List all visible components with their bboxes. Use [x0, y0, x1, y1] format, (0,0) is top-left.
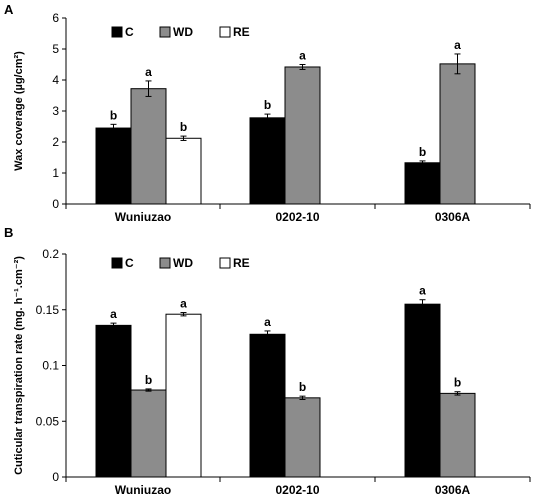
significance-label: b [180, 120, 187, 134]
significance-label: b [454, 376, 461, 390]
significance-label: a [299, 49, 306, 63]
legend-swatch [111, 257, 123, 269]
x-tick-label: Wuniuzao [115, 210, 171, 224]
bar [284, 397, 321, 478]
x-tick-label: 0306A [435, 210, 471, 224]
bar [404, 162, 441, 205]
y-axis-label: Cuticular transpiration rate (mg. h⁻¹.cm… [13, 256, 25, 475]
bar [95, 127, 132, 205]
bar [284, 66, 321, 205]
significance-label: b [145, 373, 152, 387]
x-tick-label: 0306A [435, 483, 471, 497]
y-tick-label: 0.05 [36, 414, 60, 428]
legend-swatch [111, 26, 123, 38]
significance-label: b [264, 98, 271, 112]
y-tick-label: 5 [52, 42, 59, 56]
bar [404, 303, 441, 478]
significance-label: b [299, 380, 306, 394]
x-tick-label: Wuniuzao [115, 483, 171, 497]
legend-swatch [159, 26, 171, 38]
y-axis-label: Wax coverage (µg/cm²) [13, 51, 25, 171]
x-tick-label: 0202-10 [275, 483, 319, 497]
legend-label: C [125, 25, 134, 39]
chart-panel-a: A Wax coverage (µg/cm²) 0 1 2 3 4 5 6 Wuniuzao 020… [4, 2, 531, 224]
x-tick-label: 0202-10 [275, 210, 319, 224]
significance-label: a [419, 284, 426, 298]
y-tick-label: 0.1 [42, 359, 59, 373]
y-tick-label: 6 [52, 11, 59, 25]
legend-label: C [125, 256, 134, 270]
bar [130, 389, 167, 478]
y-tick-label: 0 [52, 197, 59, 211]
y-tick-label: 4 [52, 73, 59, 87]
bar [95, 324, 132, 478]
significance-label: b [419, 145, 426, 159]
significance-label: a [454, 38, 461, 52]
significance-label: a [264, 315, 271, 329]
legend-label: WD [173, 256, 193, 270]
legend-swatch [219, 257, 231, 269]
bar [130, 88, 167, 205]
significance-label: b [110, 108, 117, 122]
bar [439, 392, 476, 478]
chart-panel-b: B Cuticular transpiration rate (mg. h⁻¹.c… [4, 225, 531, 497]
bar [249, 333, 286, 478]
y-tick-label: 0.15 [36, 303, 60, 317]
legend-swatch [219, 26, 231, 38]
significance-label: a [110, 307, 117, 321]
bar [165, 313, 202, 478]
bar [439, 63, 476, 205]
y-tick-label: 3 [52, 104, 59, 118]
bar [165, 137, 202, 205]
significance-label: a [180, 297, 187, 311]
panel-label: B [4, 225, 13, 240]
legend-label: RE [233, 256, 250, 270]
significance-label: a [145, 65, 152, 79]
legend-label: RE [233, 25, 250, 39]
y-tick-label: 2 [52, 135, 59, 149]
bar [249, 117, 286, 205]
y-tick-label: 1 [52, 166, 59, 180]
legend-swatch [159, 257, 171, 269]
y-tick-label: 0.2 [42, 247, 59, 261]
y-tick-label: 0 [52, 470, 59, 484]
legend-label: WD [173, 25, 193, 39]
panel-label: A [4, 2, 14, 17]
